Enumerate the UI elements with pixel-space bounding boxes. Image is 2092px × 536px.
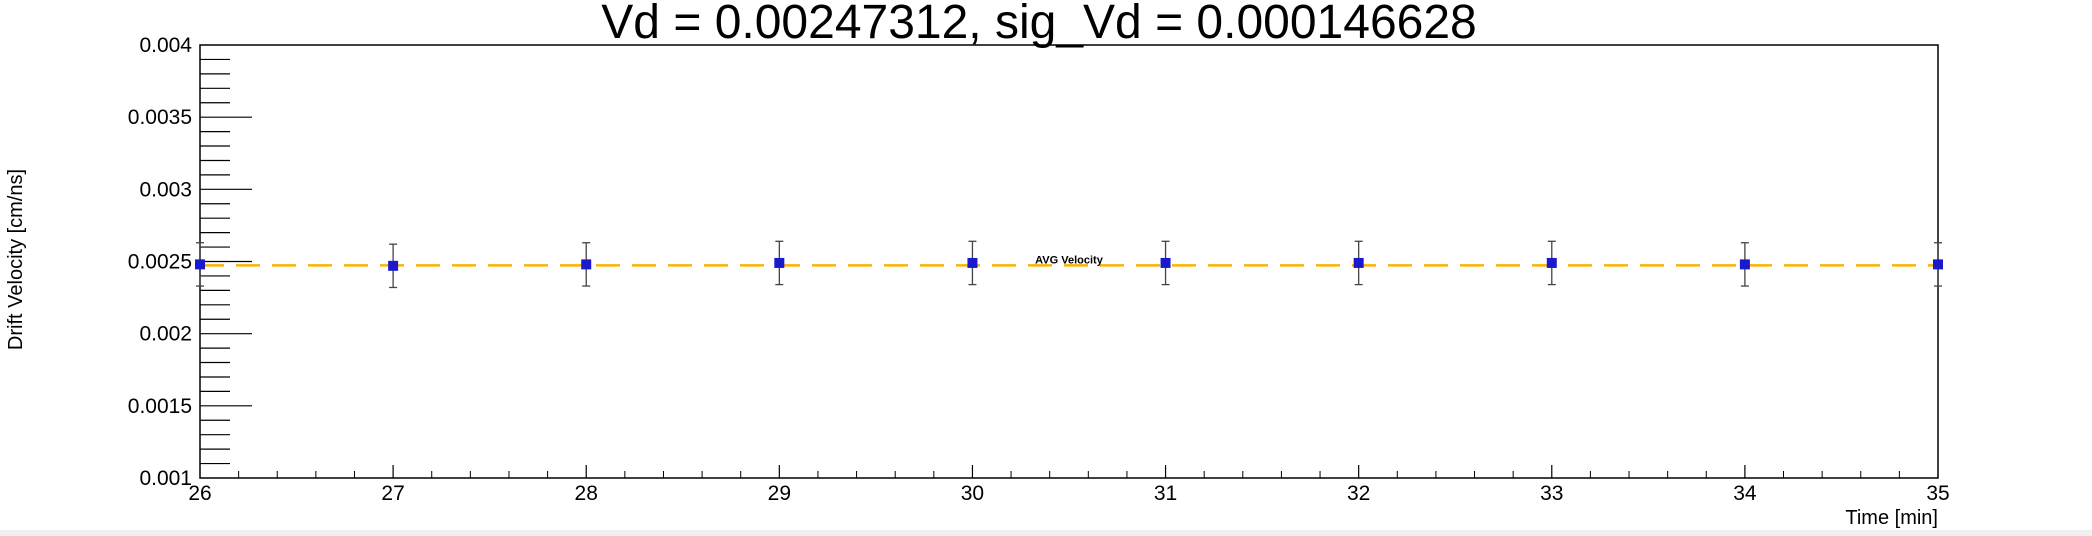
x-tick-label: 31 bbox=[1154, 482, 1177, 505]
x-tick-label: 29 bbox=[768, 482, 791, 505]
x-tick-label: 32 bbox=[1347, 482, 1370, 505]
data-marker bbox=[1933, 259, 1943, 270]
chart-title: Vd = 0.00247312, sig_Vd = 0.000146628 bbox=[601, 0, 1476, 49]
y-tick-label: 0.0025 bbox=[128, 251, 192, 274]
y-tick-label: 0.003 bbox=[139, 178, 192, 201]
data-point bbox=[1546, 240, 1557, 286]
x-tick-label: 33 bbox=[1540, 482, 1563, 505]
x-tick-label: 26 bbox=[188, 482, 211, 505]
y-tick-label: 0.002 bbox=[139, 323, 192, 346]
data-point bbox=[1160, 240, 1171, 286]
y-tick-label: 0.0015 bbox=[128, 395, 192, 418]
data-marker bbox=[581, 259, 592, 270]
avg-velocity-label: AVG Velocity bbox=[1035, 254, 1104, 266]
data-point bbox=[581, 242, 592, 287]
y-major-ticks bbox=[200, 116, 252, 407]
x-tick-label: 28 bbox=[575, 482, 598, 505]
data-marker bbox=[195, 259, 205, 270]
y-tick-label: 0.004 bbox=[139, 34, 192, 57]
x-axis-title: Time [min] bbox=[1845, 507, 1938, 529]
y-tick-label: 0.001 bbox=[139, 467, 192, 490]
x-tick-labels: 26 27 28 29 30 31 32 33 34 35 bbox=[188, 482, 1949, 505]
y-tick-label: 0.0035 bbox=[128, 106, 192, 129]
data-marker bbox=[1353, 257, 1364, 268]
data-marker bbox=[967, 257, 978, 268]
data-marker bbox=[1160, 257, 1171, 268]
data-point bbox=[388, 243, 399, 289]
x-tick-label: 27 bbox=[381, 482, 404, 505]
data-marker bbox=[1739, 259, 1750, 270]
x-tick-label: 35 bbox=[1926, 482, 1949, 505]
data-point bbox=[195, 242, 205, 287]
data-marker bbox=[774, 257, 785, 268]
data-point bbox=[1739, 242, 1750, 287]
y-tick-labels: 0.001 0.0015 0.002 0.0025 0.003 0.0035 0.004 bbox=[128, 34, 193, 490]
x-tick-label: 30 bbox=[961, 482, 984, 505]
data-point bbox=[1933, 242, 1943, 287]
data-point bbox=[967, 240, 978, 286]
data-marker bbox=[1546, 257, 1557, 268]
x-tick-label: 34 bbox=[1733, 482, 1757, 505]
y-minor-ticks bbox=[200, 58, 230, 465]
data-points bbox=[195, 240, 1943, 289]
data-marker bbox=[388, 260, 399, 271]
data-point bbox=[1353, 240, 1364, 286]
x-ticks bbox=[238, 465, 1900, 478]
data-point bbox=[774, 240, 785, 286]
y-axis-title: Drift Velocity [cm/ns] bbox=[5, 169, 27, 350]
